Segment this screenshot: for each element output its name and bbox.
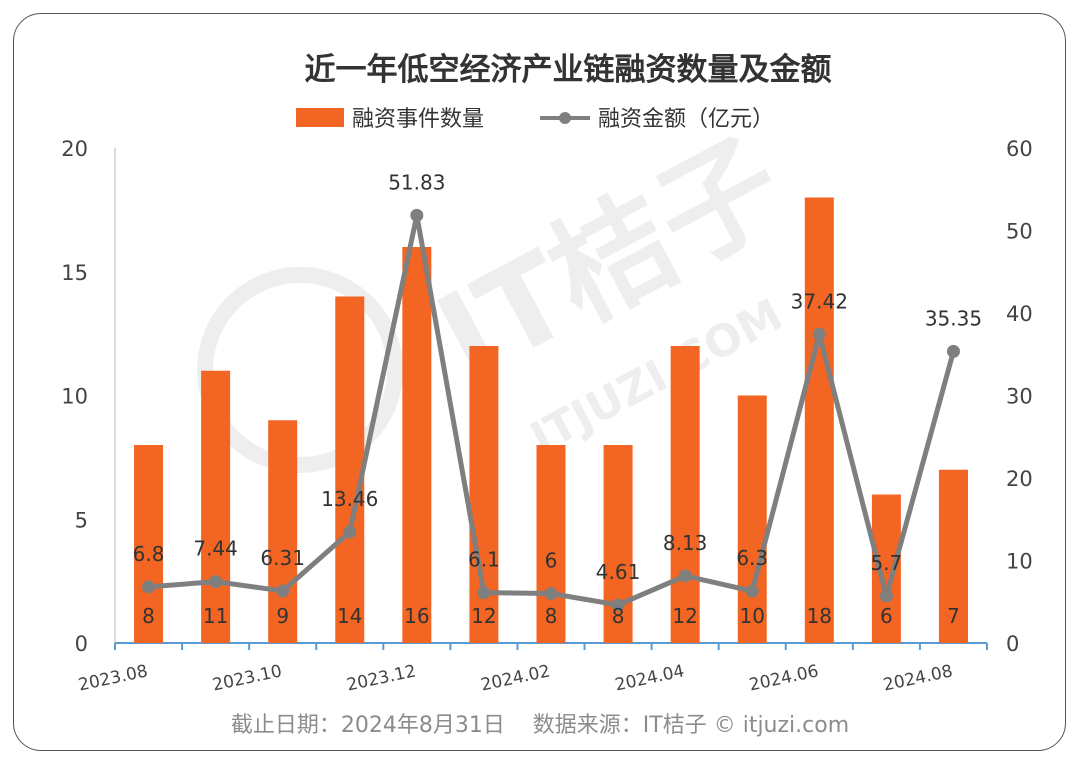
legend-swatch-marker (559, 112, 571, 124)
watermark: IT桔子 ITJUZI.COM (197, 114, 805, 473)
bar (134, 445, 164, 643)
x-tick-label: 2024.06 (747, 661, 820, 695)
line-value-label: 37.42 (791, 289, 848, 313)
y-right-tick-label: 60 (1006, 137, 1033, 161)
bar-value-label: 8 (142, 604, 155, 628)
line-point (946, 344, 960, 358)
line-point (812, 327, 826, 341)
line-value-label: 8.13 (663, 531, 708, 555)
bar (268, 420, 298, 643)
bar-value-label: 16 (404, 604, 429, 628)
line-point (544, 587, 558, 600)
legend-swatch-bar (296, 108, 344, 127)
x-tick-label: 2024.04 (613, 661, 686, 695)
y-right-tick-label: 50 (1006, 220, 1033, 244)
bar (737, 395, 767, 643)
line-value-label: 6.3 (736, 546, 768, 570)
line-point (276, 584, 290, 598)
x-tick-label: 2023.12 (345, 661, 418, 695)
bar-value-label: 11 (203, 604, 228, 628)
y-right-tick-label: 0 (1006, 632, 1019, 656)
bar-value-label: 12 (471, 604, 496, 628)
bar (402, 247, 432, 643)
bar-value-label: 8 (545, 604, 558, 628)
y-right-tick-label: 30 (1006, 385, 1033, 409)
line-point (343, 525, 357, 539)
legend-label-line: 融资金额（亿元） (598, 107, 774, 132)
line-point (477, 586, 491, 600)
bar-value-label: 7 (947, 604, 960, 628)
line-value-label: 6.8 (133, 542, 165, 566)
line-value-label: 7.44 (193, 537, 238, 561)
x-tick-label: 2024.02 (479, 661, 552, 695)
line-value-label: 35.35 (925, 306, 982, 330)
bar (335, 296, 365, 643)
y-left-tick-label: 20 (61, 137, 88, 161)
line-point (879, 589, 893, 603)
bar-value-label: 9 (276, 604, 289, 628)
bar (201, 370, 231, 643)
line-point (745, 584, 759, 598)
bar-value-label: 18 (807, 604, 832, 628)
y-right-tick-label: 10 (1006, 550, 1033, 574)
line-point (209, 575, 223, 589)
line-point (410, 208, 424, 222)
line-series (142, 208, 960, 612)
bar (938, 469, 968, 643)
bar (670, 346, 700, 643)
y-left-tick-label: 10 (61, 385, 88, 409)
legend: 融资事件数量 融资金额（亿元） (296, 107, 774, 132)
y-left-tick-label: 5 (75, 508, 88, 532)
footer-source: 截止日期：2024年8月31日 数据来源：IT桔子 © itjuzi.com (231, 713, 849, 738)
line-value-label: 6 (545, 549, 558, 573)
line-point (678, 569, 692, 583)
bar (536, 445, 566, 643)
y-left-tick-label: 15 (61, 261, 88, 285)
line-point (611, 598, 625, 612)
line-value-label: 51.83 (388, 170, 445, 194)
bar (804, 197, 834, 643)
line-value-label: 6.31 (260, 546, 305, 570)
line-value-label: 13.46 (321, 487, 378, 511)
bar-value-label: 10 (740, 604, 765, 628)
y-right-tick-label: 20 (1006, 467, 1033, 491)
x-tick-label: 2024.08 (882, 661, 955, 695)
line-value-label: 4.61 (596, 560, 641, 584)
line-value-label: 6.1 (468, 548, 500, 572)
data-labels: 8 11 9 14 16 12 8 8 12 10 18 6 7 6.8 7.44 6.31 13.46 51.8… (133, 170, 982, 628)
y-left-tick-label: 0 (75, 632, 88, 656)
y-right-tick-label: 40 (1006, 302, 1033, 326)
line-point (142, 580, 156, 594)
legend-label-bar: 融资事件数量 (352, 107, 484, 132)
bar-value-label: 12 (672, 604, 697, 628)
bar-value-label: 8 (612, 604, 625, 628)
x-tick-label: 2023.10 (211, 661, 284, 695)
bar-value-label: 14 (337, 604, 362, 628)
line-value-label: 5.7 (870, 551, 902, 575)
x-tick-label: 2023.08 (77, 661, 150, 695)
chart-title: 近一年低空经济产业链融资数量及金额 (305, 52, 832, 88)
bar-value-label: 6 (880, 604, 893, 628)
